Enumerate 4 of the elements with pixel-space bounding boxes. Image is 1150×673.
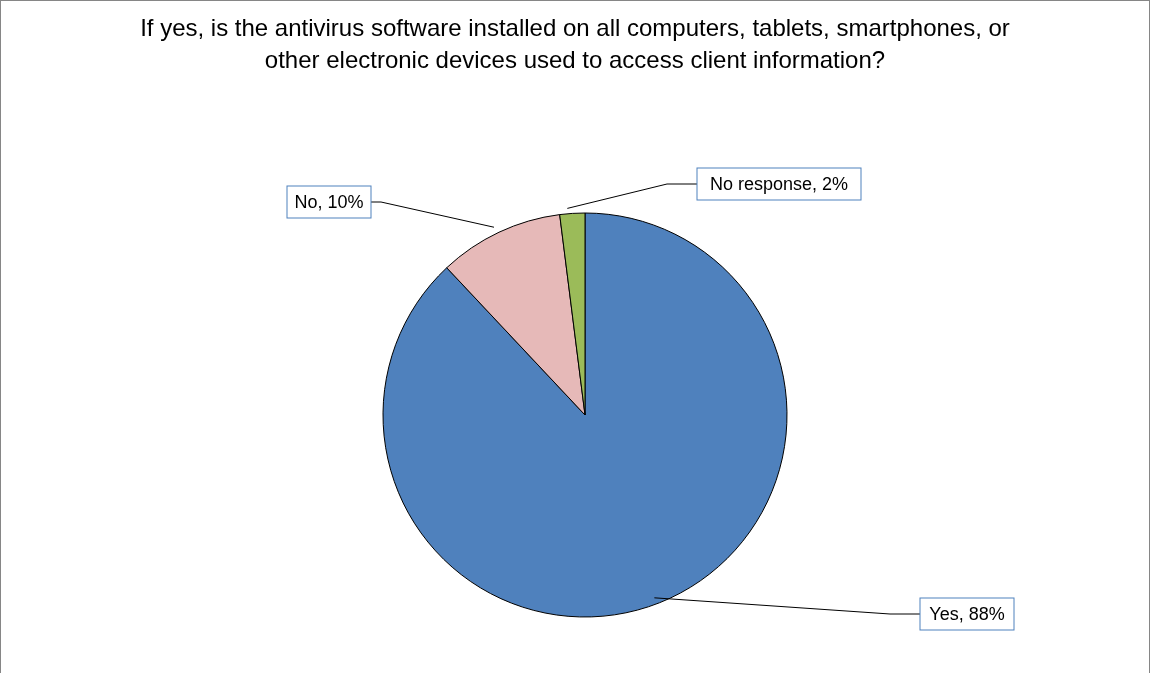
chart-title: If yes, is the antivirus software installed on all computers, tablets, smartphones, or other electronic devices used to access client information? bbox=[139, 13, 1011, 75]
slice-label: No response, 2% bbox=[709, 174, 849, 194]
slice-label: No, 10% bbox=[294, 192, 364, 212]
slice-label: Yes, 88% bbox=[929, 604, 1005, 624]
